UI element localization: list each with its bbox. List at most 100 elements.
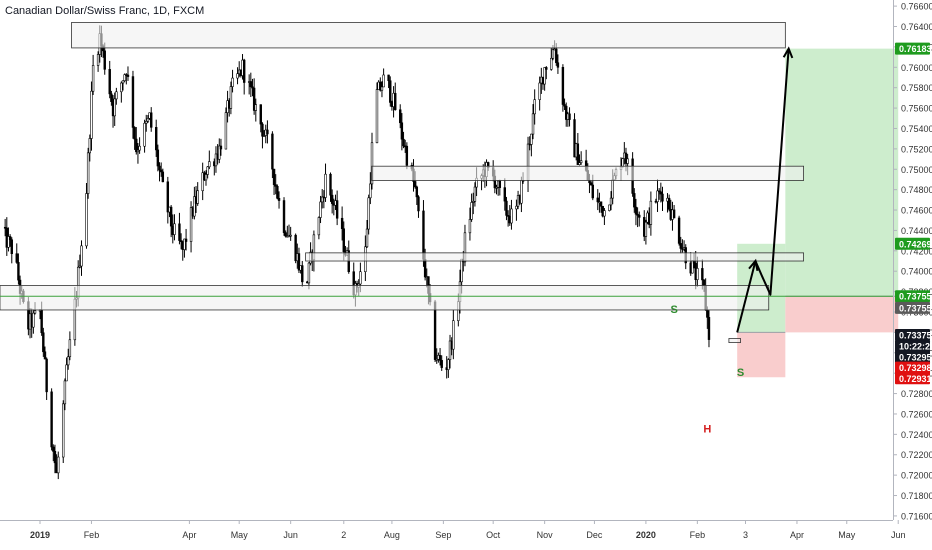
candle-body [178, 223, 181, 241]
candle [297, 247, 301, 274]
candle-body [400, 122, 404, 140]
candle [707, 310, 711, 348]
x-tick-label: Sep [435, 530, 451, 540]
candle [638, 211, 641, 227]
candle [400, 113, 404, 151]
candle-body [460, 258, 463, 283]
candle-body [143, 122, 146, 147]
candle-body [8, 236, 12, 241]
candle [274, 174, 277, 195]
candle [578, 154, 581, 166]
candle [556, 54, 560, 74]
zone-rect-5[interactable] [728, 338, 741, 343]
candle-body [520, 180, 523, 204]
zone-rect-3[interactable] [305, 252, 805, 262]
zone-rect-2[interactable] [371, 165, 805, 181]
candle [156, 144, 160, 172]
candle-body [229, 86, 233, 109]
candle [183, 238, 186, 258]
candle-body [422, 210, 425, 260]
candle-body [251, 86, 254, 89]
zone-rect-4[interactable] [0, 285, 770, 311]
candle [146, 115, 150, 123]
candle [319, 195, 322, 224]
candle-body [317, 217, 321, 236]
candle-body [262, 135, 266, 137]
candle [633, 188, 636, 213]
candle [214, 146, 218, 173]
candle-body [156, 149, 160, 167]
candle-body [661, 193, 664, 202]
candle-body [543, 67, 546, 85]
candle-body [90, 90, 93, 139]
candle [121, 80, 125, 91]
candle [277, 191, 281, 209]
projection-path [736, 48, 790, 333]
candle-body [231, 77, 234, 87]
candle-body [603, 210, 606, 217]
candle-body [335, 200, 339, 219]
candle-body [608, 204, 611, 211]
candle [158, 162, 161, 182]
candle-body [121, 80, 125, 84]
candle [563, 98, 566, 110]
candle [498, 179, 502, 196]
candle-body [42, 332, 45, 353]
candle-body [472, 201, 475, 203]
candle [68, 331, 72, 361]
candle-body [193, 196, 196, 217]
candle [317, 216, 321, 240]
candle-body [702, 279, 706, 287]
candle-body [67, 356, 70, 366]
candle [113, 92, 116, 126]
candle [189, 201, 193, 253]
candle-body [214, 153, 218, 167]
candle [208, 150, 211, 170]
candle [7, 227, 10, 252]
candle-body [672, 209, 676, 219]
candle-body [113, 98, 116, 117]
candle [672, 204, 676, 219]
candle [138, 137, 141, 154]
candle-body [276, 186, 279, 199]
candle [448, 334, 452, 369]
candle-body [515, 205, 518, 210]
candle-body [402, 138, 405, 147]
candle-body [468, 219, 472, 234]
candle [417, 195, 420, 218]
candle [599, 201, 603, 213]
zone-rect-1[interactable] [71, 22, 786, 49]
candle-body [423, 259, 427, 278]
candle [468, 207, 472, 241]
price-badge-bg [895, 372, 930, 385]
y-tick-label: 0.72400 [901, 430, 932, 440]
price-badge-bg [895, 350, 930, 363]
candle [320, 189, 324, 209]
candle [589, 181, 593, 186]
candle-body [701, 268, 704, 281]
candle-body [91, 65, 95, 92]
price-badge-label: 0.73755 [899, 303, 932, 313]
candle-body [155, 127, 158, 151]
candle [249, 72, 253, 98]
candle [405, 142, 409, 170]
candle-body [506, 215, 510, 217]
y-tick-label: 0.76400 [901, 22, 932, 32]
candle [42, 327, 45, 357]
candle-body [394, 92, 397, 111]
candle-body [656, 190, 659, 202]
candle [472, 192, 475, 215]
y-tick-label: 0.72800 [901, 389, 932, 399]
zones-layer[interactable] [0, 22, 805, 343]
candle-body [261, 123, 264, 137]
candle [224, 107, 228, 150]
candle [538, 76, 541, 111]
candle [289, 226, 292, 241]
price-badge-bg [895, 290, 930, 303]
candle [108, 60, 111, 99]
candle [369, 172, 372, 205]
candle-body [88, 138, 92, 154]
candle-body [329, 173, 332, 196]
